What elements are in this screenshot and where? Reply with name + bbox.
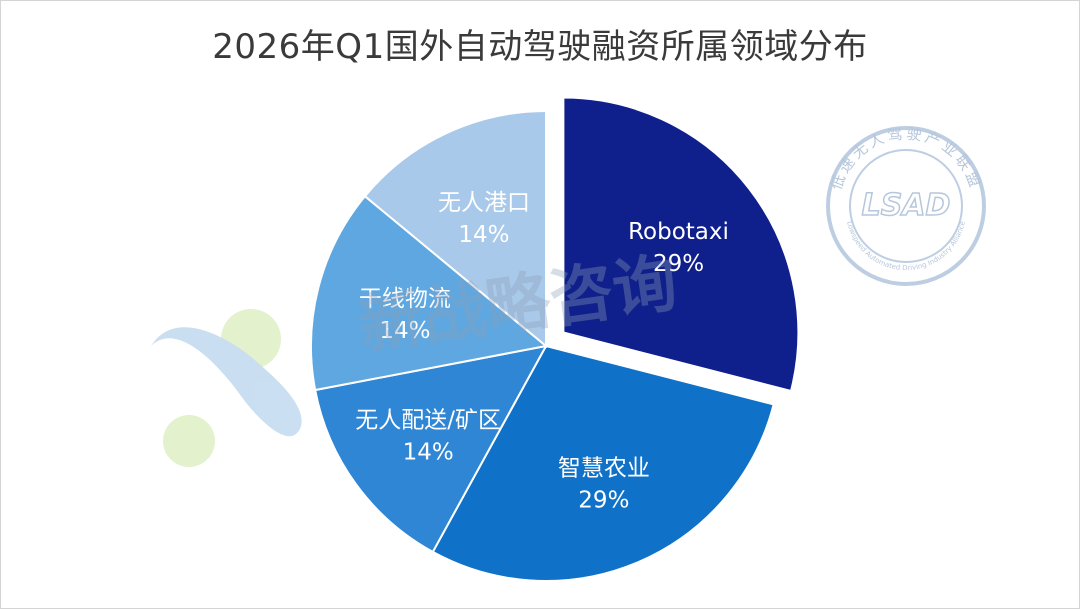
seal-logo: LSAD <box>862 188 951 223</box>
seal-outer-ring <box>826 126 986 286</box>
alliance-seal: 低速无人驾驶产业联盟 Lowspeed Automated Driving In… <box>826 125 986 286</box>
slice-category-label-4: 无人港口 <box>438 190 530 216</box>
slice-category-label-3: 干线物流 <box>359 286 451 312</box>
pie-labels: Robotaxi 29% 智慧农业 29% 无人配送/矿区 14% 干线物流 14% 无人港口 1… <box>355 190 729 514</box>
slice-value-label-1: 29% <box>578 488 629 514</box>
seal-inner-ring <box>849 149 963 263</box>
slice-value-label-2: 14% <box>403 440 454 466</box>
seal-title: 低速无人驾驶产业联盟 <box>827 125 985 193</box>
slice-value-label-3: 14% <box>379 318 430 344</box>
logo-watermark <box>151 309 302 467</box>
chart-title: 2026年Q1国外自动驾驶融资所属领域分布 <box>212 27 868 67</box>
slice-value-label-4: 14% <box>458 222 509 248</box>
logo-dot-bottom <box>163 415 215 467</box>
pie-slices <box>310 96 800 582</box>
pie-slice-2 <box>313 344 548 554</box>
slice-value-label-0: 29% <box>653 251 704 277</box>
slice-category-label-0: Robotaxi <box>628 219 729 245</box>
seal-subtitle: Lowspeed Automated Driving Industry Alli… <box>845 220 967 272</box>
pie-slice-1 <box>431 344 775 582</box>
pie-slice-0 <box>562 96 800 393</box>
slice-category-label-2: 无人配送/矿区 <box>355 408 501 434</box>
slice-category-label-1: 智慧农业 <box>558 456 650 482</box>
pie-slice-4 <box>363 109 547 349</box>
pie-slice-3 <box>310 194 549 392</box>
logo-swoosh <box>151 327 302 437</box>
